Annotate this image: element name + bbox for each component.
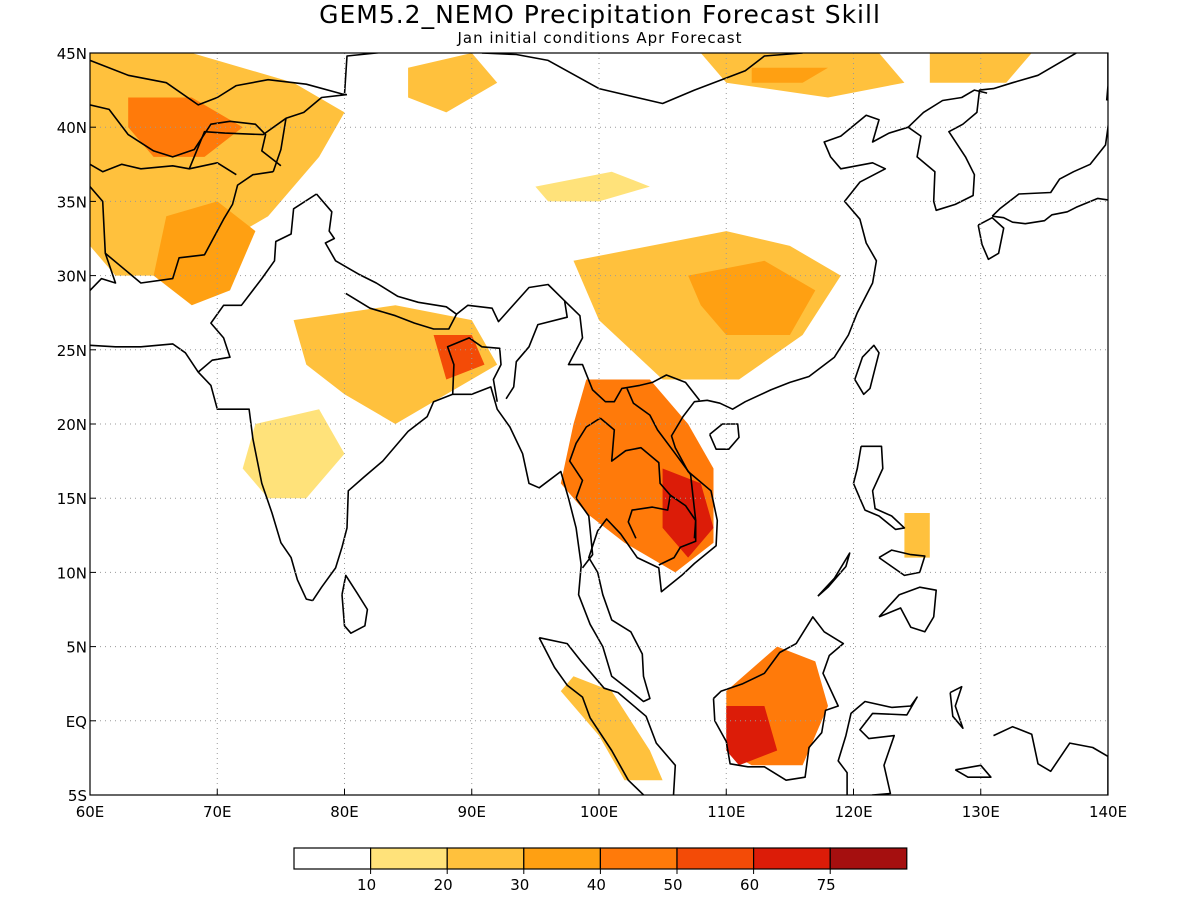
- skill-region-indochina-core: [662, 468, 714, 558]
- coastline-taiwan: [854, 344, 880, 396]
- lon-tick-label: 100E: [580, 803, 618, 821]
- coastline-bangladesh-border: [446, 337, 502, 402]
- skill-region-ganges-plain: [293, 305, 498, 424]
- coastline-bay-of-bengal-coast: [312, 114, 909, 703]
- lat-tick-label: 15N: [57, 490, 87, 508]
- coastline-visayas: [878, 549, 926, 577]
- skill-region-northeast-core: [751, 67, 828, 83]
- coastline-mindanao: [878, 586, 938, 633]
- coastline-japan-hokkaido: [1105, 53, 1108, 101]
- legend-swatch: [370, 847, 448, 870]
- coastline-vietnam-laos: [626, 388, 697, 539]
- legend-swatch: [446, 847, 525, 870]
- lon-tick-label: 140E: [1089, 803, 1127, 821]
- lat-tick-label: 35N: [57, 193, 87, 211]
- legend-swatch: [676, 847, 755, 870]
- coastline-japan-kyushu: [977, 216, 1005, 261]
- coastline-arabian-coast: [90, 343, 313, 602]
- coastline-caspian-east: [90, 162, 237, 176]
- chart-title: GEM5.2_NEMO Precipitation Forecast Skill: [319, 0, 881, 29]
- legend-label: 40: [587, 876, 606, 894]
- lon-tick-label: 130E: [962, 803, 1000, 821]
- legend-label: 50: [663, 876, 682, 894]
- skill-region-central-china-core: [688, 260, 816, 335]
- lat-tick-label: 30N: [57, 268, 87, 286]
- coastline-kazakh-border: [90, 53, 377, 106]
- coastline-nepal-south: [345, 292, 458, 330]
- lon-tick-label: 80E: [330, 803, 359, 821]
- chart-subtitle: Jan initial conditions Apr Forecast: [457, 29, 743, 47]
- coastline-cambodia: [658, 494, 697, 566]
- coastline-sumatra: [538, 636, 677, 795]
- axis-labels: 60E 70E 80E 90E 100E 110E 120E 130E 140E 5S EQ 5N 10…: [57, 45, 1127, 821]
- coastline-seram: [954, 764, 992, 779]
- lat-tick-label: 25N: [57, 342, 87, 360]
- coastline-mongolia-south: [481, 53, 803, 105]
- coastline-hainan: [708, 423, 740, 451]
- legend-swatch: [293, 847, 372, 870]
- lon-tick-label: 60E: [76, 803, 105, 821]
- coastline-borneo: [712, 616, 845, 782]
- coastline-afghan-border: [90, 186, 117, 291]
- legend-swatch: [829, 847, 908, 870]
- lat-tick-label: 10N: [57, 564, 87, 582]
- coastline-palawan: [817, 552, 851, 597]
- coastline-japan-honshu: [991, 120, 1108, 225]
- coastlines: [90, 53, 1108, 795]
- legend-label: 30: [510, 876, 529, 894]
- coastline-myanmar-china: [564, 300, 701, 403]
- coastline-sulawesi: [837, 696, 918, 795]
- skill-region-central-india: [242, 409, 345, 499]
- lon-tick-label: 90E: [457, 803, 486, 821]
- skill-region-borneo-core: [726, 706, 778, 766]
- legend-swatch: [752, 847, 831, 870]
- lat-tick-label: 45N: [57, 45, 87, 63]
- coastline-new-guinea: [993, 725, 1108, 795]
- skill-region-sumatra: [560, 676, 663, 781]
- lon-tick-label: 120E: [834, 803, 872, 821]
- lat-lon-grid: [90, 53, 1108, 795]
- skill-region-korea-far-east: [929, 53, 1032, 83]
- lat-tick-label: 5N: [66, 639, 87, 657]
- skill-region-tibet-band: [535, 171, 650, 202]
- lat-tick-label: EQ: [66, 713, 87, 731]
- coastline-india-pakistan: [197, 193, 317, 373]
- skill-region-philippines: [904, 513, 930, 558]
- legend-label: 75: [817, 876, 836, 894]
- coastline-halmahera: [949, 685, 964, 730]
- coastline-china-mongolia: [376, 53, 384, 54]
- coastline-luzon: [852, 445, 906, 531]
- coastline-sri-lanka: [341, 574, 369, 635]
- legend-label: 10: [357, 876, 376, 894]
- color-legend: 10 20 30 40 50 60 75: [293, 847, 908, 894]
- coastline-tarim-border: [272, 118, 287, 172]
- legend-swatch: [599, 847, 678, 870]
- legend-swatch: [523, 847, 601, 870]
- coastline-laos-thai: [599, 417, 672, 539]
- coastline-pakistan-afghan: [104, 170, 274, 284]
- coastline-kyrgyz-tajik: [188, 93, 348, 170]
- legend-label: 60: [740, 876, 759, 894]
- lon-tick-label: 110E: [707, 803, 745, 821]
- coastline-myanmar-thai: [568, 417, 601, 569]
- lat-tick-label: 40N: [57, 119, 87, 137]
- skill-shading: [90, 53, 1032, 781]
- lat-tick-label: 5S: [68, 787, 87, 805]
- coastline-korea-coast: [907, 53, 1077, 212]
- lat-tick-label: 20N: [57, 416, 87, 434]
- skill-region-mongolia: [408, 53, 498, 113]
- legend-label: 20: [434, 876, 453, 894]
- coastline-bohai-north: [907, 89, 988, 128]
- lon-tick-label: 70E: [203, 803, 232, 821]
